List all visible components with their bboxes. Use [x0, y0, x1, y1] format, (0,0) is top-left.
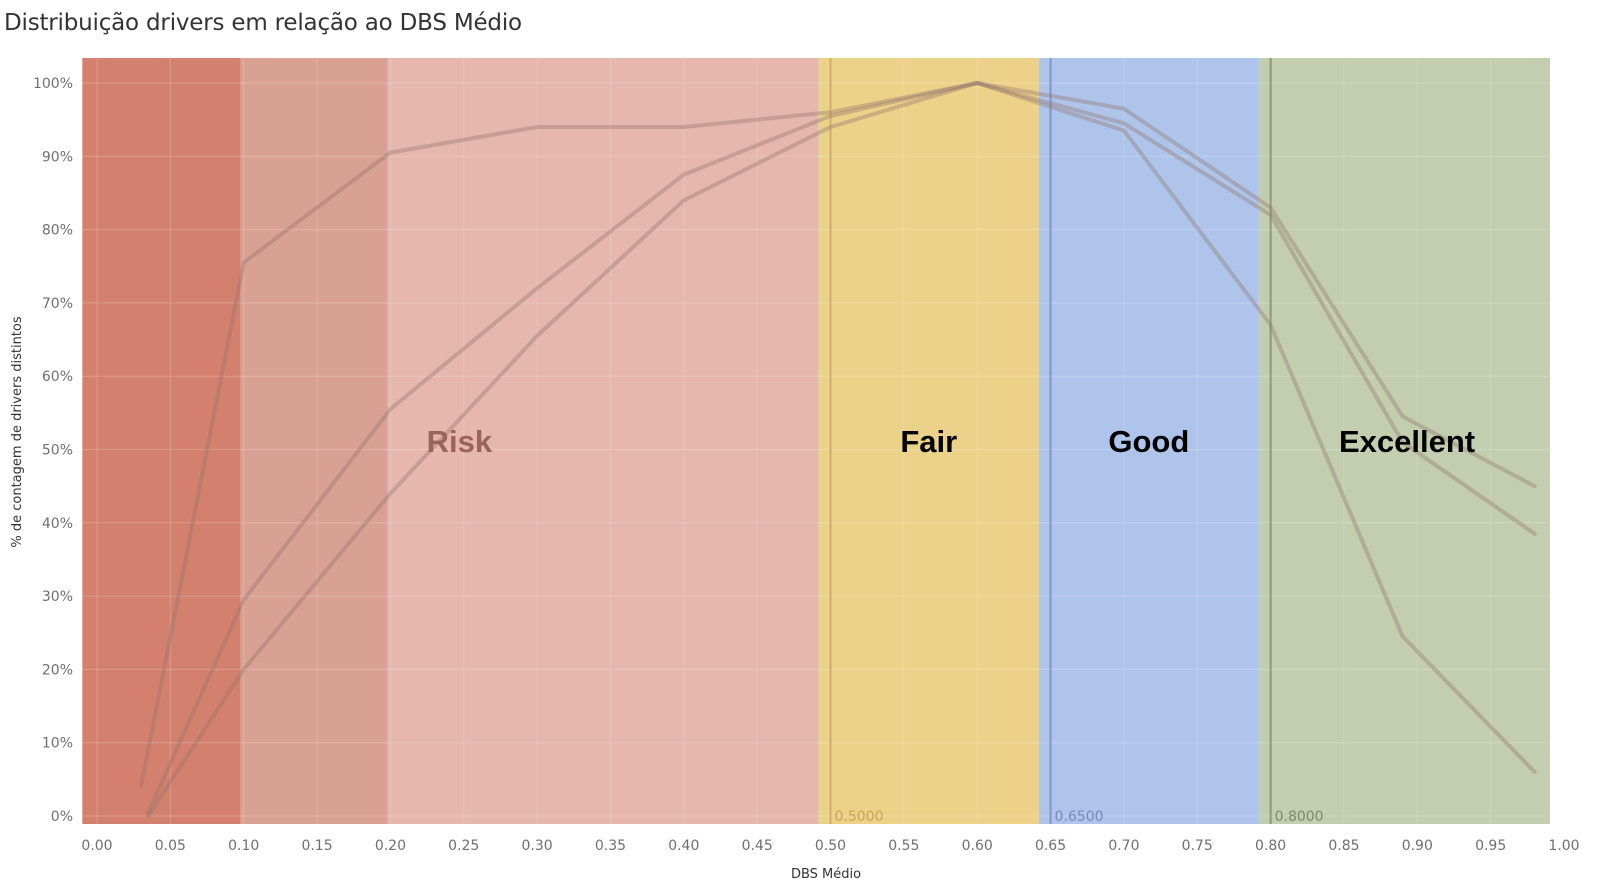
zone-label-fair: Fair — [900, 424, 957, 459]
x-tick-label: 0.10 — [228, 838, 259, 854]
zone-band-2 — [240, 58, 388, 824]
x-axis: 0.00 0.05 0.10 0.15 0.20 0.25 0.30 0.35 0.40 0.45… — [81, 838, 1579, 854]
grid-lines — [81, 58, 1600, 824]
x-tick-label: 0.65 — [1035, 838, 1066, 854]
chart-title: Distribuição drivers em relação ao DBS M… — [4, 10, 522, 36]
zone-band-3 — [387, 58, 819, 824]
zone-bands — [82, 58, 1550, 824]
y-tick-label: 60% — [42, 369, 73, 385]
y-tick-label: 100% — [33, 76, 73, 92]
data-series — [139, 81, 1537, 818]
x-tick-label: 0.55 — [888, 838, 919, 854]
x-tick-label: 0.95 — [1475, 838, 1506, 854]
x-tick-label: 0.45 — [742, 838, 773, 854]
y-axis: 0% 10% 20% 30% 40% 50% 60% 70% 80% 90% 100% — [33, 76, 73, 825]
x-tick-label: 0.05 — [155, 838, 186, 854]
zone-band-4 — [818, 58, 1039, 824]
x-tick-label: 0.75 — [1182, 838, 1213, 854]
threshold-lines: 0.5000 0.6500 0.8000 — [829, 58, 1324, 825]
x-tick-label: 0.90 — [1402, 838, 1433, 854]
x-tick-label: 0.70 — [1108, 838, 1139, 854]
y-tick-label: 50% — [42, 443, 73, 459]
x-axis-title: DBS Médio — [791, 867, 861, 882]
series-line-3 — [146, 81, 1537, 818]
y-tick-label: 90% — [42, 149, 73, 165]
y-tick-label: 0% — [51, 809, 73, 825]
y-tick-label: 30% — [42, 589, 73, 605]
y-tick-label: 80% — [42, 223, 73, 239]
y-axis-title: % de contagem de drivers distintos — [10, 316, 25, 547]
y-tick-label: 10% — [42, 736, 73, 752]
zone-labels: Risk Fair Good Excellent — [427, 424, 1475, 459]
x-tick-label: 0.00 — [81, 838, 112, 854]
y-tick-label: 20% — [42, 662, 73, 678]
x-tick-label: 0.80 — [1255, 838, 1286, 854]
zone-label-excellent: Excellent — [1339, 424, 1475, 459]
x-tick-label: 0.20 — [375, 838, 406, 854]
threshold-label-2: 0.6500 — [1055, 809, 1104, 825]
x-tick-label: 1.00 — [1548, 838, 1579, 854]
zone-label-risk: Risk — [427, 424, 493, 459]
x-tick-label: 0.30 — [522, 838, 553, 854]
series-line-2 — [146, 81, 1537, 815]
x-tick-label: 0.15 — [301, 838, 332, 854]
threshold-label-3: 0.8000 — [1275, 809, 1324, 825]
y-tick-label: 70% — [42, 296, 73, 312]
series-line-1 — [139, 81, 1537, 789]
x-tick-label: 0.25 — [448, 838, 479, 854]
x-tick-label: 0.85 — [1328, 838, 1359, 854]
zone-label-good: Good — [1108, 424, 1189, 459]
zone-band-6 — [1258, 58, 1550, 824]
zone-band-5 — [1038, 58, 1259, 824]
x-tick-label: 0.60 — [962, 838, 993, 854]
zone-band-1 — [82, 58, 241, 824]
y-tick-label: 40% — [42, 516, 73, 532]
threshold-label-1: 0.5000 — [835, 809, 884, 825]
x-tick-label: 0.50 — [815, 838, 846, 854]
x-tick-label: 0.40 — [668, 838, 699, 854]
x-tick-label: 0.35 — [595, 838, 626, 854]
